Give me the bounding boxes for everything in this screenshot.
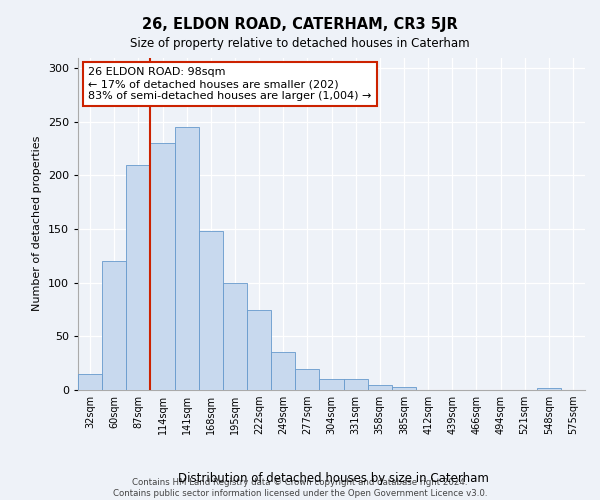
Bar: [126, 165, 151, 390]
Bar: [199, 232, 223, 390]
Bar: [271, 352, 295, 390]
Bar: [175, 127, 199, 390]
Text: Size of property relative to detached houses in Caterham: Size of property relative to detached ho…: [130, 38, 470, 51]
Y-axis label: Number of detached properties: Number of detached properties: [32, 136, 42, 312]
Bar: [223, 282, 247, 390]
Bar: [102, 262, 126, 390]
Bar: [392, 387, 416, 390]
Bar: [368, 384, 392, 390]
Text: 26 ELDON ROAD: 98sqm
← 17% of detached houses are smaller (202)
83% of semi-deta: 26 ELDON ROAD: 98sqm ← 17% of detached h…: [88, 68, 371, 100]
Text: 26, ELDON ROAD, CATERHAM, CR3 5JR: 26, ELDON ROAD, CATERHAM, CR3 5JR: [142, 18, 458, 32]
Bar: [319, 380, 344, 390]
Bar: [151, 144, 175, 390]
Bar: [295, 368, 319, 390]
Bar: [344, 380, 368, 390]
Bar: [537, 388, 561, 390]
Bar: [78, 374, 102, 390]
Bar: [247, 310, 271, 390]
Text: Distribution of detached houses by size in Caterham: Distribution of detached houses by size …: [178, 472, 488, 485]
Text: Contains HM Land Registry data © Crown copyright and database right 2024.
Contai: Contains HM Land Registry data © Crown c…: [113, 478, 487, 498]
